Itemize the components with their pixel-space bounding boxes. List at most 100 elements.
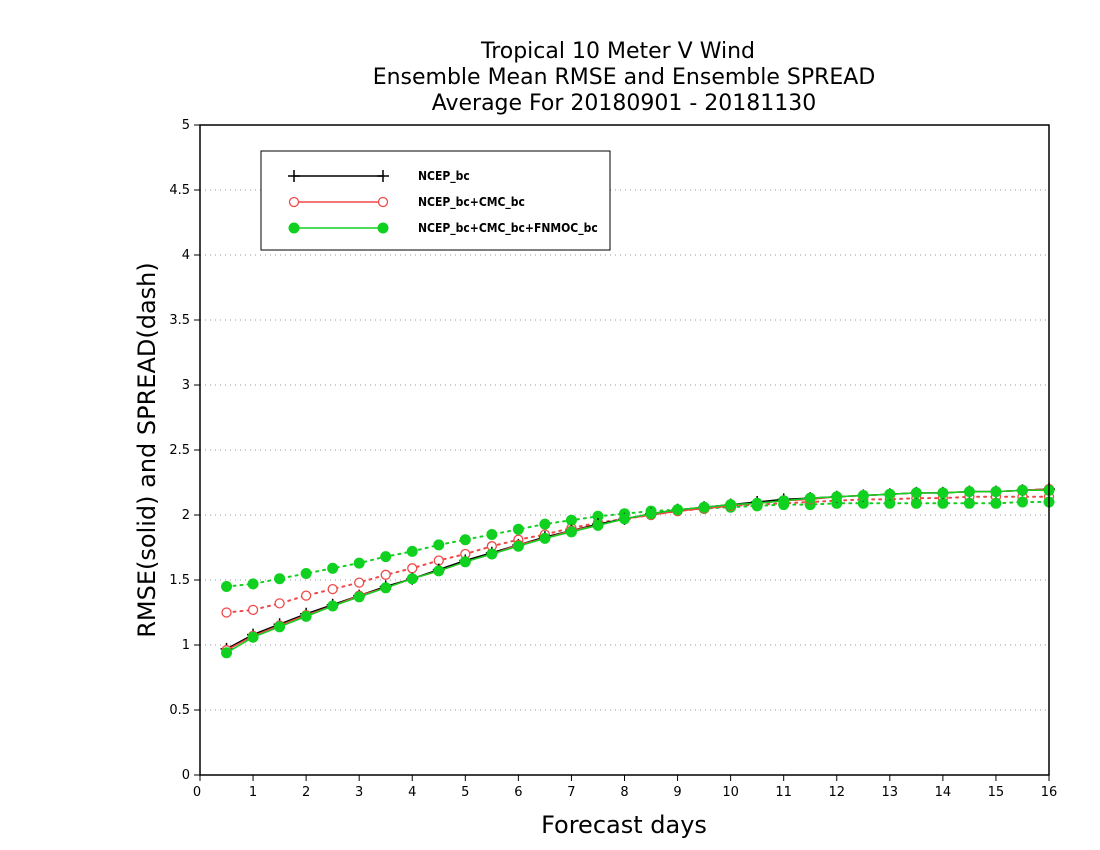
series-layer xyxy=(220,483,1055,659)
x-tick-label: 1 xyxy=(249,785,257,800)
rmse-point xyxy=(831,491,843,503)
y-tick-label: 2.5 xyxy=(169,443,190,458)
rmse-point xyxy=(539,532,551,544)
x-tick-label: 6 xyxy=(514,785,522,800)
spread-point xyxy=(512,523,524,535)
spread-point xyxy=(459,534,471,546)
rmse-point xyxy=(274,621,286,633)
spread-point xyxy=(486,529,498,540)
x-axis-label: Forecast days xyxy=(541,811,707,839)
rmse-point xyxy=(804,492,816,504)
x-tick-label: 13 xyxy=(882,785,899,800)
rmse-point xyxy=(698,501,710,513)
rmse-point xyxy=(433,565,445,577)
spread-point xyxy=(380,551,392,563)
rmse-point xyxy=(725,499,737,511)
legend-item-1: NCEP_bc+CMC_bc xyxy=(288,195,525,210)
legend-marker xyxy=(377,222,389,234)
rmse-point xyxy=(619,513,630,525)
rmse-point xyxy=(672,504,684,516)
series-spread-1 xyxy=(221,491,1055,618)
grid-lines xyxy=(200,189,1049,711)
spread-point xyxy=(910,497,922,509)
rmse-line xyxy=(226,488,1050,650)
spread-line xyxy=(225,495,1050,614)
legend-label: NCEP_bc+CMC_bc+FNMOC_bc xyxy=(418,221,598,236)
legend-item-0: NCEP_bc xyxy=(288,169,470,184)
legend-label: NCEP_bc xyxy=(418,169,470,184)
spread-point xyxy=(937,497,949,509)
spread-point xyxy=(963,497,975,509)
rmse-point xyxy=(247,631,259,643)
spread-point xyxy=(221,607,232,618)
x-tick-label: 5 xyxy=(461,785,469,800)
rmse-point xyxy=(512,540,524,552)
spread-point xyxy=(247,604,259,616)
chart-title-line-1: Tropical 10 Meter V Wind xyxy=(480,39,755,64)
chart-title-block: Tropical 10 Meter V Wind Ensemble Mean R… xyxy=(373,39,876,116)
rmse-point xyxy=(963,486,975,498)
chart-title-line-3: Average For 20180901 - 20181130 xyxy=(432,91,817,116)
spread-point xyxy=(1016,496,1028,508)
spread-point xyxy=(274,573,286,585)
spread-point xyxy=(274,598,285,609)
legend-item-2: NCEP_bc+CMC_bc+FNMOC_bc xyxy=(288,221,598,236)
x-tick-label: 10 xyxy=(722,785,739,800)
x-tick-label: 11 xyxy=(775,785,792,800)
rmse-point xyxy=(645,508,657,520)
x-tick-label: 15 xyxy=(988,785,1005,800)
spread-point xyxy=(300,568,312,579)
y-tick-label: 4 xyxy=(182,248,190,263)
rmse-point xyxy=(486,548,498,560)
rmse-point xyxy=(1016,484,1028,496)
series-spread-2 xyxy=(221,496,1055,592)
y-tick-label: 1.5 xyxy=(169,573,190,588)
series-rmse-0 xyxy=(220,483,1055,655)
y-tick-label: 5 xyxy=(182,118,190,133)
spread-point xyxy=(407,563,418,574)
legend-marker xyxy=(377,170,389,182)
rmse-point xyxy=(565,526,577,538)
y-tick-label: 2 xyxy=(182,508,190,523)
y-tick-label: 4.5 xyxy=(169,183,190,198)
spread-point xyxy=(539,518,551,530)
spread-point xyxy=(406,545,418,557)
rmse-point xyxy=(937,487,949,499)
chart-title-line-2: Ensemble Mean RMSE and Ensemble SPREAD xyxy=(373,65,876,90)
spread-point xyxy=(221,581,233,592)
spread-point xyxy=(300,590,312,601)
rmse-point xyxy=(221,647,233,659)
spread-point xyxy=(327,562,339,574)
rmse-point xyxy=(857,490,869,501)
spread-point xyxy=(247,578,259,590)
spread-point xyxy=(353,557,365,569)
spread-point xyxy=(380,569,391,580)
y-tick-label: 1 xyxy=(182,638,190,653)
rmse-point xyxy=(592,519,604,531)
rmse-point xyxy=(353,591,365,603)
rmse-point xyxy=(778,495,790,507)
y-axis-ticks: 0 0.5 1 1.5 2 2.5 3 3.5 4 4.5 5 xyxy=(169,118,200,783)
y-tick-label: 3 xyxy=(182,378,190,393)
rmse-point xyxy=(327,600,339,612)
y-tick-label: 0.5 xyxy=(169,703,190,718)
spread-point xyxy=(327,583,338,595)
y-tick-label: 0 xyxy=(182,768,190,783)
legend-marker xyxy=(377,196,389,208)
x-tick-label: 2 xyxy=(302,785,310,800)
spread-point xyxy=(990,497,1002,509)
rmse-point xyxy=(459,556,471,568)
series-rmse-2 xyxy=(221,484,1055,659)
rmse-point xyxy=(406,573,418,585)
legend: NCEP_bc NCEP_bc+CMC_bc NCEP_bc+CMC_bc+FNMO… xyxy=(260,150,611,251)
x-tick-label: 16 xyxy=(1041,785,1058,800)
x-tick-label: 9 xyxy=(673,785,681,800)
rmse-point xyxy=(380,582,392,594)
legend-marker xyxy=(288,170,300,182)
y-tick-label: 3.5 xyxy=(169,313,190,328)
x-tick-label: 0 xyxy=(193,785,201,800)
x-tick-label: 3 xyxy=(355,785,363,800)
spread-point xyxy=(565,514,577,526)
legend-marker xyxy=(288,222,300,234)
